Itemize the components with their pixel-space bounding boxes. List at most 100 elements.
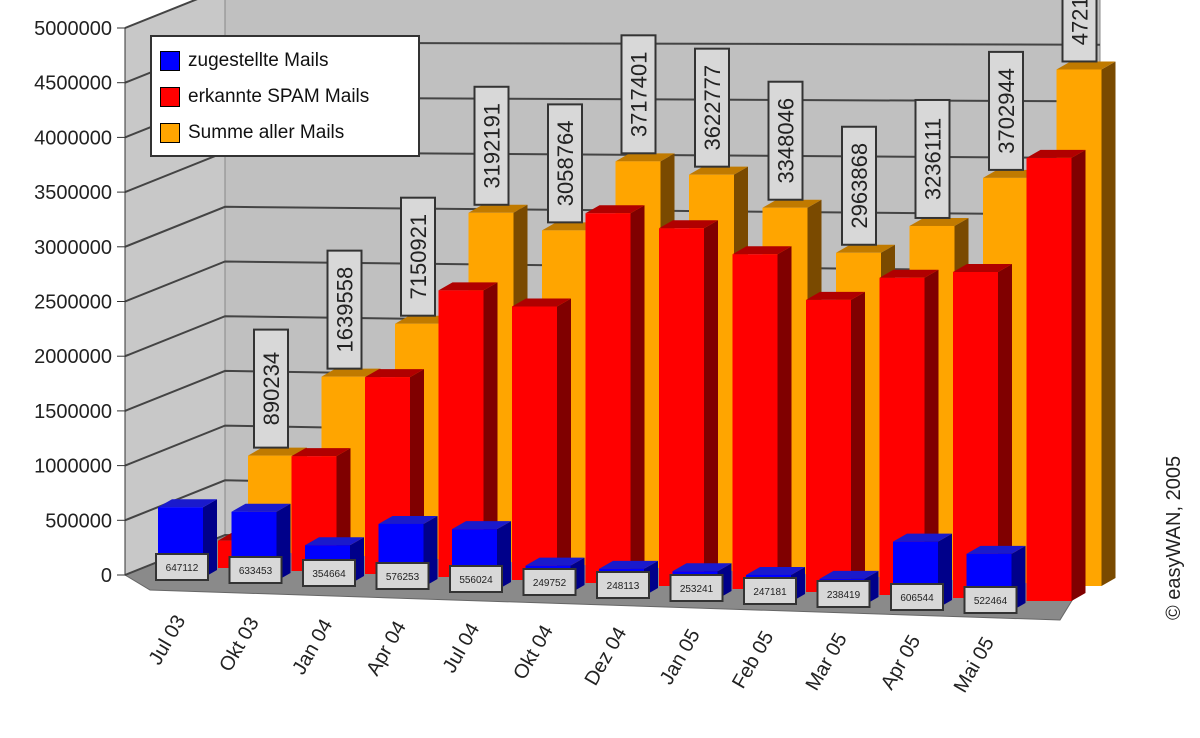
legend-item-total: Summe aller Mails bbox=[160, 115, 410, 151]
data-label-text: 3622777 bbox=[700, 65, 725, 151]
legend-item-delivered: zugestellte Mails bbox=[160, 43, 410, 79]
copyright: © easyWAN, 2005 bbox=[1163, 455, 1185, 620]
data-label-box bbox=[890, 583, 944, 611]
bar-spam bbox=[806, 291, 865, 592]
data-label-box bbox=[1061, 0, 1098, 63]
data-label-box bbox=[914, 98, 951, 219]
x-tick-label: Okt 03 bbox=[215, 614, 264, 676]
data-label-box bbox=[767, 80, 804, 201]
bar-spam bbox=[1026, 149, 1086, 601]
y-tick-label: 1000000 bbox=[34, 456, 112, 478]
bar-total-top bbox=[468, 204, 528, 213]
bar-delivered-top bbox=[525, 557, 585, 566]
data-label-text: 3702944 bbox=[994, 68, 1019, 154]
data-label-delivered: 647112 bbox=[155, 553, 209, 581]
gridline bbox=[124, 0, 198, 29]
data-label-box bbox=[743, 577, 797, 605]
data-label-total: 3717401 bbox=[620, 34, 657, 155]
bar-delivered-top bbox=[819, 570, 879, 579]
x-tick-label: Dez 04 bbox=[581, 624, 632, 690]
bar-spam-side bbox=[924, 269, 939, 595]
bar-spam-side bbox=[777, 246, 792, 589]
bar-spam-front bbox=[585, 213, 631, 583]
data-label-text: 606544 bbox=[900, 593, 934, 604]
bar-delivered-top bbox=[305, 537, 364, 546]
y-tick-label: 4000000 bbox=[34, 127, 112, 149]
data-label-total: 3192191 bbox=[473, 85, 510, 206]
x-tick-label: Apr 05 bbox=[877, 632, 926, 694]
legend-label: erkannte SPAM Mails bbox=[188, 86, 370, 107]
bar-spam-front bbox=[732, 254, 778, 589]
data-label-total: 7150921 bbox=[400, 196, 436, 317]
bar-spam-top bbox=[659, 220, 718, 229]
x-tick-label: Jul 04 bbox=[439, 620, 485, 677]
data-label-text: 522464 bbox=[974, 596, 1008, 607]
y-tick-label: 2500000 bbox=[34, 292, 112, 314]
data-label-text: 1639558 bbox=[333, 267, 358, 353]
data-label-box bbox=[302, 559, 356, 587]
bar-delivered-top bbox=[966, 545, 1026, 554]
data-label-delivered: 247181 bbox=[743, 577, 797, 605]
data-label-text: 2963868 bbox=[847, 143, 872, 229]
legend-swatch bbox=[160, 123, 180, 143]
x-tick-label: Feb 05 bbox=[728, 628, 778, 693]
data-label-box bbox=[375, 562, 430, 590]
bar-total-top bbox=[909, 217, 969, 226]
data-label-text: 238419 bbox=[827, 590, 861, 601]
bar-total-top bbox=[321, 368, 381, 377]
data-label-box bbox=[400, 196, 436, 317]
data-label-delivered: 606544 bbox=[890, 583, 944, 611]
legend-swatch bbox=[160, 51, 180, 71]
data-label-text: 354664 bbox=[312, 569, 346, 580]
data-label-box bbox=[816, 580, 871, 608]
data-label-box bbox=[522, 568, 577, 596]
bar-spam-side bbox=[851, 291, 865, 592]
bar-spam-top bbox=[365, 369, 424, 378]
data-label-text: 890234 bbox=[259, 352, 284, 425]
bar-spam-top bbox=[806, 291, 865, 300]
bar-delivered-top bbox=[672, 563, 732, 572]
data-label-delivered: 253241 bbox=[669, 574, 724, 602]
data-label-box bbox=[547, 103, 583, 224]
data-label-box bbox=[669, 574, 724, 602]
data-label-text: 4721522 bbox=[1068, 0, 1093, 45]
data-label-total: 3236111 bbox=[914, 98, 951, 219]
data-label-box bbox=[473, 85, 510, 206]
bar-delivered-top bbox=[231, 503, 291, 512]
data-label-text: 3192191 bbox=[480, 103, 505, 189]
y-tick-label: 500000 bbox=[45, 510, 112, 532]
data-label-delivered: 633453 bbox=[228, 556, 283, 584]
data-label-box bbox=[449, 565, 503, 593]
x-tick-label: Mar 05 bbox=[802, 630, 852, 695]
bar-spam-front bbox=[512, 306, 557, 580]
data-label-delivered: 556024 bbox=[449, 565, 503, 593]
bar-delivered-top bbox=[452, 521, 511, 530]
bar-spam bbox=[953, 263, 1012, 598]
data-label-total: 3622777 bbox=[694, 47, 730, 168]
data-label-delivered: 522464 bbox=[963, 586, 1018, 614]
bar-delivered-top bbox=[158, 499, 217, 508]
bar-total-top bbox=[689, 166, 748, 175]
bar-delivered-top bbox=[893, 533, 952, 542]
data-label-total: 3058764 bbox=[547, 103, 583, 224]
data-label-box bbox=[620, 34, 657, 155]
x-tick-label: Okt 04 bbox=[509, 622, 558, 684]
bar-spam-side bbox=[704, 220, 718, 586]
bar-spam-top bbox=[585, 205, 645, 214]
data-label-text: 253241 bbox=[680, 584, 714, 595]
data-label-total: 4721522 bbox=[1061, 0, 1098, 63]
bar-total-top bbox=[1056, 61, 1116, 70]
data-label-total: 3702944 bbox=[988, 50, 1024, 171]
data-label-text: 633453 bbox=[239, 566, 273, 577]
bar-spam-top bbox=[879, 269, 939, 278]
bar-spam-front bbox=[806, 299, 851, 592]
bar-spam-top bbox=[1026, 149, 1086, 158]
data-label-text: 7150921 bbox=[406, 214, 431, 300]
data-label-total: 3348046 bbox=[767, 80, 804, 201]
data-label-box bbox=[253, 328, 289, 449]
bar-spam-top bbox=[291, 448, 351, 457]
data-label-text: 248113 bbox=[607, 581, 640, 592]
data-label-delivered: 249752 bbox=[522, 568, 577, 596]
legend-swatch bbox=[160, 87, 180, 107]
